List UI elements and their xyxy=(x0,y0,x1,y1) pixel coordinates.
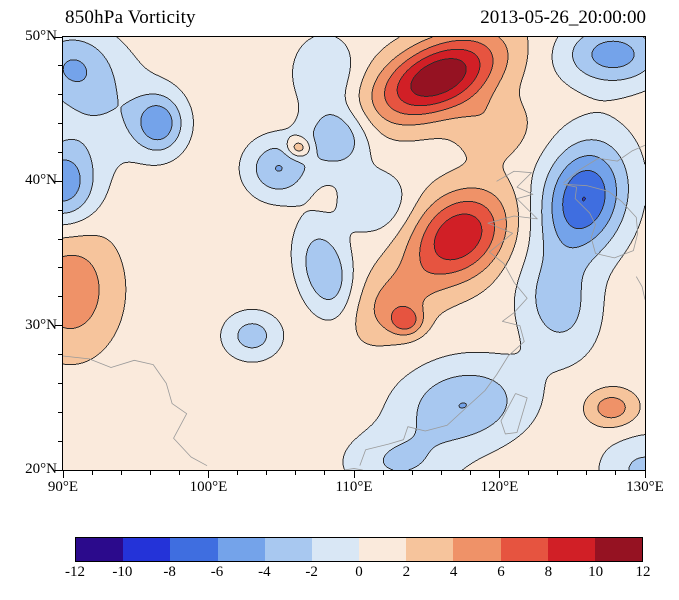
y-axis-tick-label: 20°N xyxy=(25,461,57,477)
plot-title: 850hPa Vorticity xyxy=(65,7,196,28)
x-axis-tick xyxy=(557,471,559,475)
colorbar-tick-label: 4 xyxy=(449,564,458,580)
colorbar-segment xyxy=(264,538,312,561)
x-axis-tick xyxy=(237,471,239,475)
y-axis-tick xyxy=(58,238,62,240)
colorbar-tick-label: -12 xyxy=(65,564,85,580)
y-axis-tick xyxy=(55,36,62,38)
x-axis-tick xyxy=(440,471,442,475)
map-plot-area xyxy=(62,36,646,471)
colorbar-tick-label: 12 xyxy=(635,564,651,580)
colorbar-segment xyxy=(170,538,218,561)
colorbar-tick-label: 8 xyxy=(544,564,553,580)
y-axis-tick xyxy=(58,296,62,298)
x-axis-tick-label: 120°E xyxy=(480,479,519,495)
y-axis-tick xyxy=(58,267,62,269)
x-axis-tick xyxy=(295,471,297,475)
x-axis-tick-label: 90°E xyxy=(47,479,79,495)
x-axis-tick-label: 110°E xyxy=(335,479,373,495)
x-axis-tick xyxy=(615,471,617,475)
y-axis-tick xyxy=(58,440,62,442)
y-axis-tick xyxy=(55,325,62,327)
x-axis-tick xyxy=(62,471,64,478)
x-axis-tick-label: 130°E xyxy=(626,479,664,495)
colorbar-segment xyxy=(217,538,265,561)
y-axis-tick xyxy=(58,382,62,384)
colorbar-tick-label: 0 xyxy=(355,564,363,580)
colorbar-tick-label: -6 xyxy=(210,564,224,580)
colorbar-segment xyxy=(311,538,360,561)
x-axis-tick xyxy=(120,471,122,475)
colorbar-tick-label: 6 xyxy=(497,564,505,580)
colorbar-segment xyxy=(406,538,454,561)
vorticity-contour-canvas xyxy=(63,37,645,470)
y-axis-tick-label: 50°N xyxy=(25,28,57,44)
colorbar-segment xyxy=(359,538,407,561)
x-axis-tick xyxy=(353,471,355,478)
y-axis-tick xyxy=(58,65,62,67)
colorbar-tick-label: -2 xyxy=(305,564,318,580)
colorbar-tick-label: -4 xyxy=(258,564,271,580)
y-axis-tick xyxy=(58,354,62,356)
y-axis-tick xyxy=(55,469,62,471)
x-axis-tick xyxy=(324,471,326,475)
y-axis-tick xyxy=(58,209,62,211)
colorbar-segment xyxy=(547,538,595,561)
colorbar-segment xyxy=(594,538,643,561)
x-axis-tick xyxy=(499,471,500,478)
x-axis-tick xyxy=(586,471,588,475)
x-axis-tick xyxy=(149,471,151,475)
colorbar-tick-label: 10 xyxy=(588,564,604,580)
x-axis-tick xyxy=(411,471,413,475)
x-axis-tick xyxy=(91,471,93,475)
colorbar-tick-label: -10 xyxy=(112,564,133,580)
y-axis-tick xyxy=(58,151,62,153)
colorbar-segment xyxy=(500,538,548,561)
x-axis-tick xyxy=(528,471,530,475)
y-axis-tick xyxy=(58,94,62,96)
x-axis-tick xyxy=(178,471,180,475)
colorbar-segment xyxy=(76,538,124,561)
colorbar-tick-label: 2 xyxy=(402,564,411,580)
y-axis-tick xyxy=(55,180,62,182)
colorbar-segment xyxy=(123,538,171,561)
x-axis-tick-label: 100°E xyxy=(189,479,228,495)
y-axis-tick-label: 30°N xyxy=(25,316,57,333)
y-axis-tick xyxy=(58,123,62,125)
y-axis-tick xyxy=(58,411,62,413)
colorbar xyxy=(75,537,643,562)
colorbar-labels: -12 -10 -8 -6 -4 -2 0 2 4 6 8 10 12 xyxy=(65,564,651,584)
x-axis-tick xyxy=(382,471,384,475)
x-axis-tick xyxy=(469,471,471,475)
plot-timestamp: 2013-05-26_20:00:00 xyxy=(480,7,646,28)
x-axis-tick xyxy=(644,471,646,478)
y-axis-tick-label: 40°N xyxy=(25,172,57,189)
colorbar-tick-label: -8 xyxy=(163,564,176,580)
x-axis-tick xyxy=(208,471,209,478)
colorbar-segment xyxy=(453,538,501,561)
x-axis-tick xyxy=(266,471,268,475)
